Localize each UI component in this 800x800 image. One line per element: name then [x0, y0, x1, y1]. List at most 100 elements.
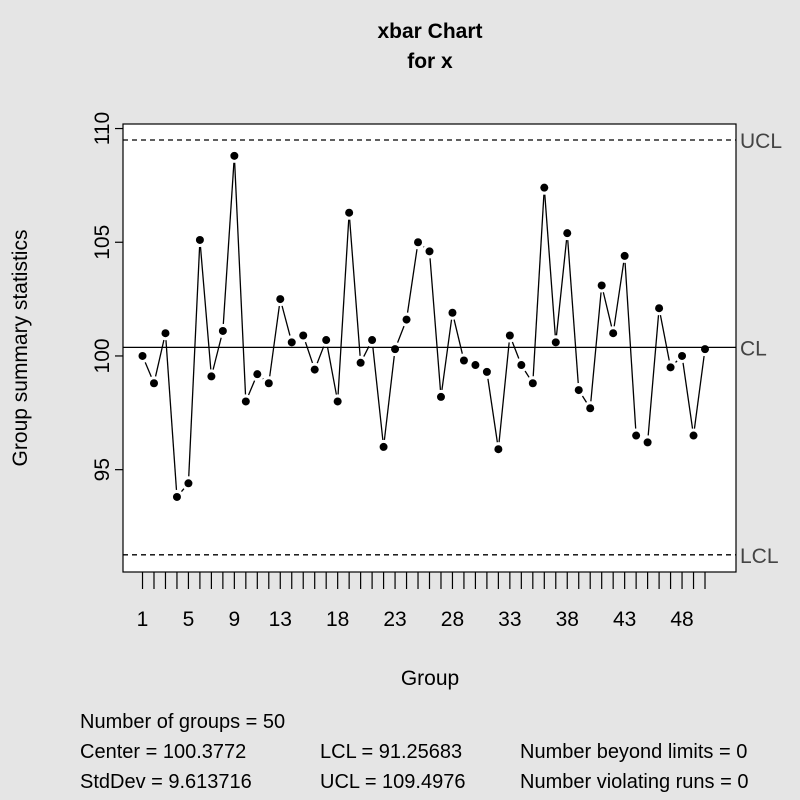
- series-segment: [498, 342, 510, 443]
- x-tick-label: 5: [183, 608, 195, 631]
- stat-ucl: UCL = 109.4976: [320, 771, 466, 793]
- data-point: [574, 386, 583, 395]
- data-point: [678, 351, 687, 360]
- data-point: [172, 492, 181, 501]
- stat-center: Center = 100.3772: [80, 741, 247, 763]
- series-segment: [396, 325, 405, 343]
- series-segment: [349, 219, 361, 356]
- series-segment: [269, 305, 280, 377]
- series-segment: [555, 240, 568, 336]
- data-point: [402, 315, 411, 324]
- x-axis-label: Group: [401, 667, 459, 690]
- data-point: [241, 397, 250, 406]
- x-tick-label: 23: [383, 608, 406, 631]
- series-segment: [326, 346, 338, 395]
- series-segment: [441, 319, 453, 391]
- series-segment: [180, 488, 185, 493]
- series-segment: [199, 246, 212, 370]
- x-tick-label: 33: [498, 608, 521, 631]
- data-point: [149, 379, 158, 388]
- data-point: [253, 370, 262, 379]
- series-segment: [511, 341, 520, 359]
- data-point: [517, 361, 526, 370]
- series-segment: [453, 319, 463, 354]
- series-segment: [532, 194, 545, 377]
- series-segment: [487, 378, 498, 443]
- y-tick-label: 110: [91, 112, 114, 145]
- series-segment: [281, 305, 291, 336]
- stat-violating-runs: Number violating runs = 0: [520, 771, 749, 793]
- series-segment: [247, 380, 256, 396]
- series-segment: [624, 262, 637, 429]
- series-segment: [383, 356, 395, 441]
- data-point: [528, 379, 537, 388]
- data-point: [356, 358, 365, 367]
- data-point: [482, 367, 491, 376]
- data-point: [666, 363, 675, 372]
- data-point: [322, 336, 331, 345]
- series-segment: [429, 258, 442, 390]
- data-point: [161, 329, 170, 338]
- series-segment: [316, 346, 325, 364]
- data-point: [701, 345, 710, 354]
- series-segment: [581, 395, 588, 403]
- stat-lcl: LCL = 91.25683: [320, 741, 463, 763]
- lcl-label: LCL: [740, 545, 779, 568]
- x-tick-label: 18: [326, 608, 349, 631]
- series-segment: [693, 355, 705, 429]
- stat-beyond-limits: Number beyond limits = 0: [520, 741, 748, 763]
- data-point: [276, 295, 285, 304]
- data-point: [551, 338, 560, 347]
- series-segment: [144, 362, 152, 378]
- series-segment: [222, 162, 235, 325]
- stat-stddev: StdDev = 9.613716: [80, 771, 252, 793]
- data-point: [230, 151, 239, 160]
- series-segment: [682, 362, 694, 429]
- series-segment: [406, 249, 418, 313]
- data-point: [655, 304, 664, 313]
- data-point: [391, 345, 400, 354]
- series-segment: [372, 346, 384, 441]
- series-segment: [304, 341, 314, 364]
- data-point: [184, 479, 193, 488]
- series-segment: [165, 340, 178, 491]
- x-tick-label: 13: [269, 608, 292, 631]
- y-axis-label: Group summary statistics: [9, 230, 32, 467]
- data-point: [620, 251, 629, 260]
- data-point: [287, 338, 296, 347]
- x-tick-label: 43: [613, 608, 636, 631]
- data-point: [689, 431, 698, 440]
- series-segment: [154, 339, 165, 377]
- data-point: [494, 445, 503, 454]
- series-segment: [544, 194, 556, 336]
- x-tick-label: 48: [670, 608, 693, 631]
- x-tick-label: 28: [441, 608, 464, 631]
- series-segment: [188, 246, 201, 477]
- chart-title: xbar Chart: [377, 20, 482, 43]
- data-point: [459, 356, 468, 365]
- data-point: [333, 397, 342, 406]
- data-point: [264, 379, 273, 388]
- data-point: [299, 331, 308, 340]
- y-tick-label: 100: [91, 338, 114, 373]
- series-segment: [613, 262, 625, 327]
- data-point: [138, 351, 147, 360]
- series-segment: [647, 315, 660, 436]
- series-segment: [659, 314, 670, 361]
- data-point: [448, 308, 457, 317]
- data-point: [218, 326, 227, 335]
- series-segment: [524, 370, 530, 378]
- x-tick-label: 9: [229, 608, 241, 631]
- series-segment: [212, 337, 222, 370]
- series-segment: [602, 292, 613, 327]
- chart-subtitle: for x: [407, 50, 453, 73]
- data-point: [310, 365, 319, 374]
- data-point: [540, 183, 549, 192]
- y-tick-label: 95: [91, 458, 114, 481]
- data-point: [414, 238, 423, 247]
- data-point: [643, 438, 652, 447]
- data-point: [207, 372, 216, 381]
- series-segment: [567, 240, 579, 384]
- series-segment: [234, 162, 247, 395]
